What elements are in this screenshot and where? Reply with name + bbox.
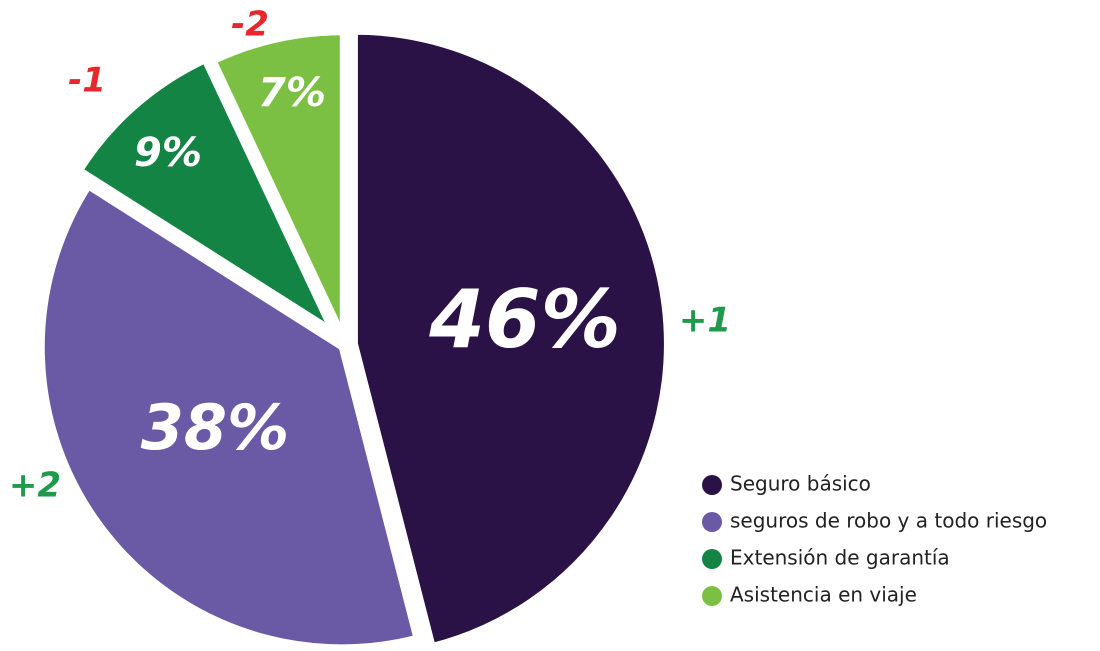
legend-label: seguros de robo y a todo riesgo: [730, 509, 1047, 533]
pie-slice: [351, 28, 670, 650]
legend-label: Asistencia en viaje: [730, 583, 917, 607]
legend-label: Seguro básico: [730, 472, 871, 496]
legend-marker: [702, 586, 722, 606]
change-annotation: +2: [9, 466, 61, 506]
change-annotation: -1: [68, 61, 106, 101]
slice-label: 38%: [141, 391, 289, 464]
legend-marker: [702, 475, 722, 495]
slice-label: 7%: [258, 70, 326, 116]
legend-label: Extensión de garantía: [730, 546, 950, 570]
slice-label: 9%: [134, 130, 202, 176]
change-annotation: +1: [679, 301, 731, 341]
slice-label: 46%: [428, 273, 620, 366]
change-annotation: -2: [231, 5, 269, 45]
pie-slice: [209, 29, 346, 337]
pie-slice: [38, 182, 421, 651]
legend-marker: [702, 549, 722, 569]
pie-slice: [76, 56, 339, 339]
legend-marker: [702, 512, 722, 532]
